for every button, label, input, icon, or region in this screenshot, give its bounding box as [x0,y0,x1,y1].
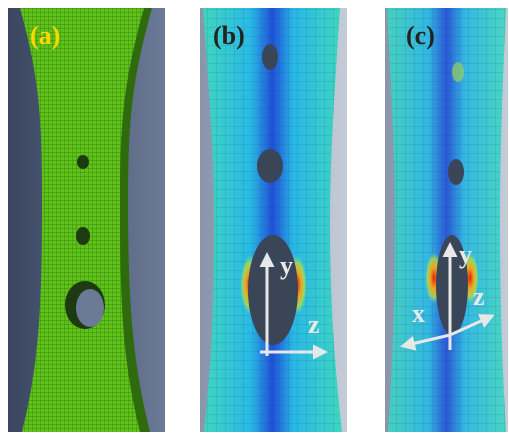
hole [257,149,283,183]
axis-label: z [308,310,320,339]
axis-label: y [280,251,293,280]
axis-label: x [412,299,425,328]
panel-a: (a) [8,8,165,432]
panel-c: y z x (c) [385,8,508,432]
axis-label: z [473,282,485,311]
hole [262,44,278,70]
panel-label: (a) [30,21,60,50]
mesh [203,8,342,432]
mesh [387,8,506,432]
hole [448,159,464,185]
panel-label: (b) [213,21,245,50]
figure: (a) y z (b) y z x (c) [0,0,509,434]
hole-through [76,289,104,327]
hole [76,227,90,245]
panel-b: y z (b) [200,8,347,432]
hole [452,62,464,82]
panel-label: (c) [406,21,435,50]
axis-label: y [459,240,472,269]
hole [77,155,89,169]
